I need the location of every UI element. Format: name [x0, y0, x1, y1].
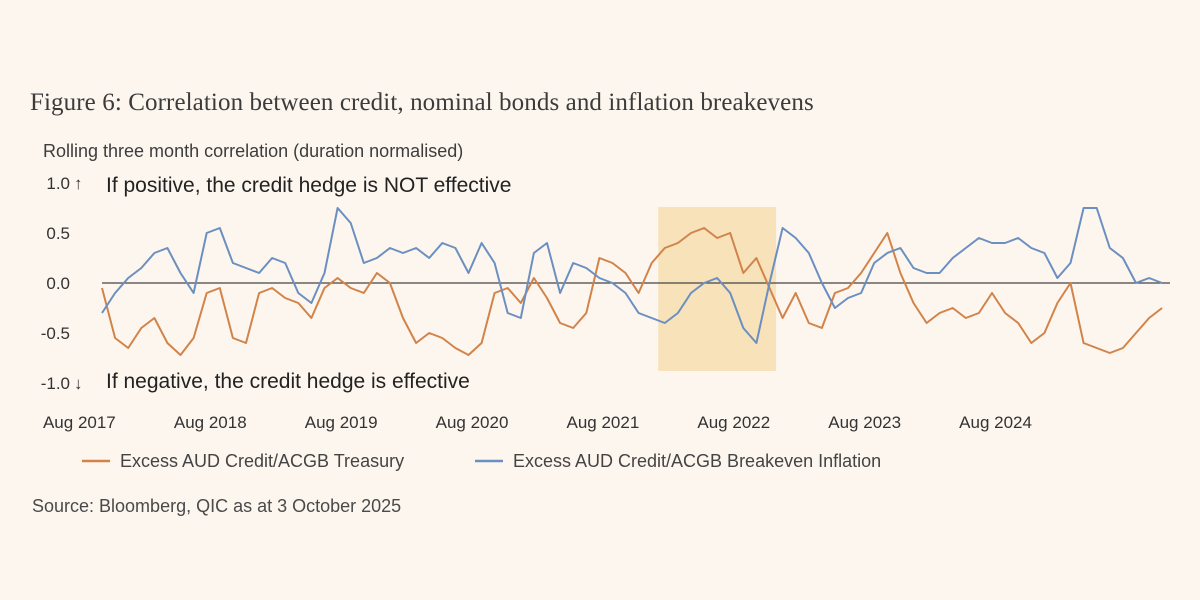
y-tick-label: -0.5	[41, 324, 70, 343]
x-tick-label: Aug 2024	[959, 413, 1032, 432]
chart-title: Figure 6: Correlation between credit, no…	[30, 89, 814, 116]
x-tick-label: Aug 2017	[43, 413, 116, 432]
y-tick-label: -1.0	[41, 374, 70, 393]
x-tick-label: Aug 2018	[174, 413, 247, 432]
y-tick-label: 0.5	[46, 224, 70, 243]
annotation-positive: If positive, the credit hedge is NOT eff…	[106, 174, 511, 197]
treasury-series-line	[101, 227, 1163, 356]
x-tick-label: Aug 2019	[305, 413, 378, 432]
highlight-band	[658, 207, 777, 371]
y-tick-label: 0.0	[46, 274, 70, 293]
breakeven-series-line	[101, 207, 1163, 344]
x-tick-label: Aug 2021	[567, 413, 640, 432]
chart-subtitle: Rolling three month correlation (duratio…	[43, 141, 464, 161]
x-tick-label: Aug 2023	[828, 413, 901, 432]
up-arrow-icon: ↑	[74, 174, 83, 193]
x-tick-label: Aug 2022	[697, 413, 770, 432]
legend-label: Excess AUD Credit/ACGB Breakeven Inflati…	[513, 451, 881, 471]
legend-label: Excess AUD Credit/ACGB Treasury	[120, 451, 404, 471]
down-arrow-icon: ↓	[74, 374, 83, 393]
annotation-negative: If negative, the credit hedge is effecti…	[106, 370, 470, 393]
source-note: Source: Bloomberg, QIC as at 3 October 2…	[32, 496, 402, 516]
x-tick-label: Aug 2020	[436, 413, 509, 432]
y-tick-label: 1.0	[46, 174, 70, 193]
